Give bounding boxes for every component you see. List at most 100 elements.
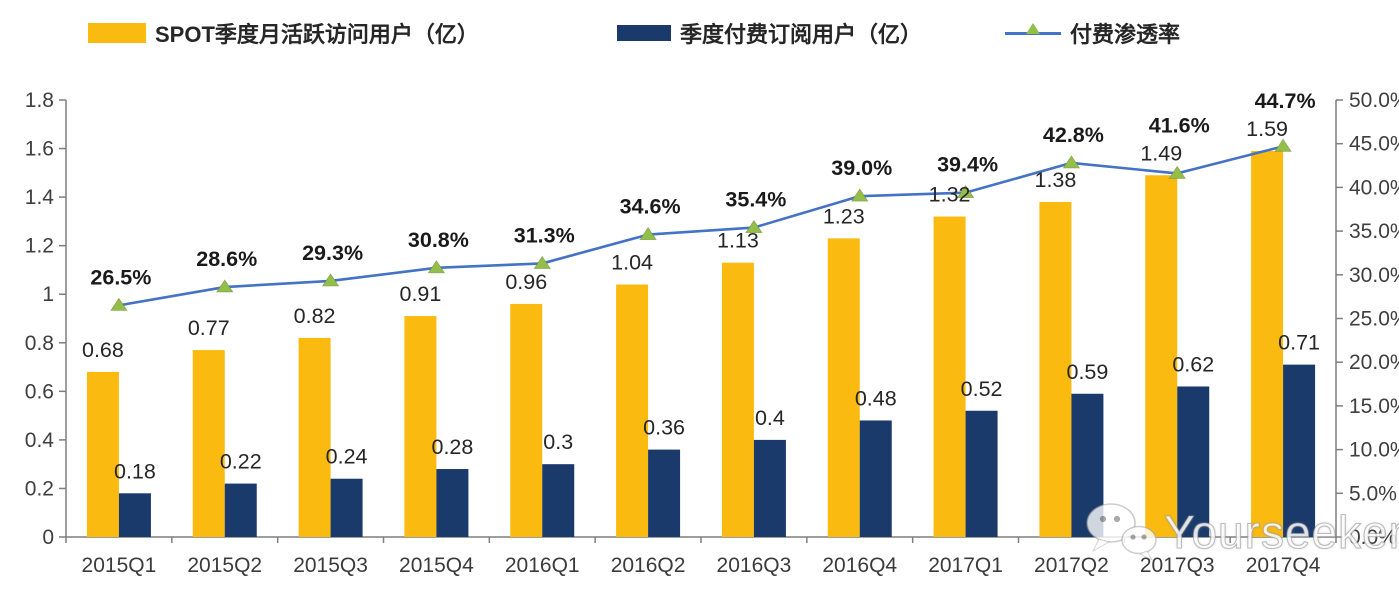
penetration-pct-label: 29.3% — [302, 241, 363, 265]
mau-bar — [1145, 175, 1178, 537]
mau-bar — [404, 316, 437, 537]
subscribers-bar — [965, 410, 998, 537]
subscribers-bar — [1177, 386, 1210, 537]
right-axis-tick-label: 20.0% — [1349, 351, 1399, 374]
subscribers-bar — [224, 483, 257, 537]
triangle-marker — [216, 279, 234, 293]
mau-bar — [1039, 201, 1072, 537]
subscribers-bar — [859, 420, 892, 537]
mau-value-label: 0.77 — [188, 316, 230, 340]
bars-subscribers — [118, 364, 1316, 537]
category-label: 2016Q3 — [717, 554, 792, 577]
triangle-marker — [1274, 138, 1292, 152]
triangle-marker — [110, 297, 128, 311]
mau-bar — [933, 216, 966, 538]
left-axis: 0 0.2 0.4 0.6 0.8 1 1.2 1.4 1.6 1.8 — [25, 89, 66, 549]
mau-value-label: 0.91 — [399, 282, 441, 306]
category-label: 2015Q1 — [82, 554, 157, 577]
category-label: 2016Q4 — [822, 554, 897, 577]
legend-label-mau: SPOT季度月活跃访问用户（亿） — [155, 22, 479, 47]
bar-value-labels: 0.68 0.77 0.82 0.91 0.96 1.04 1.13 1.23 1.32 1.38… — [82, 117, 1320, 483]
legend-label-penetration: 付费渗透率 — [1070, 22, 1181, 47]
mau-value-label: 1.04 — [611, 251, 653, 275]
subscribers-bar — [648, 449, 681, 537]
subscribers-value-label: 0.24 — [326, 445, 368, 469]
right-axis-tick-label: 35.0% — [1349, 220, 1399, 243]
penetration-pct-label: 30.8% — [408, 228, 469, 252]
mau-value-label: 1.59 — [1246, 117, 1288, 141]
legend-item-mau: SPOT季度月活跃访问用户（亿） — [88, 16, 479, 50]
penetration-pct-label: 39.0% — [831, 156, 892, 180]
left-axis-tick-label: 0.2 — [25, 477, 54, 500]
subscribers-bar-swatch-icon — [617, 25, 671, 41]
subscribers-value-label: 0.62 — [1172, 352, 1214, 376]
mau-bar — [192, 350, 225, 537]
left-axis-tick-label: 1 — [42, 283, 54, 306]
triangle-marker — [533, 255, 551, 269]
left-axis-tick-label: 1.6 — [25, 138, 54, 161]
left-axis-tick-label: 0.6 — [25, 380, 54, 403]
right-axis-tick-label: 10.0% — [1349, 439, 1399, 462]
triangle-marker — [321, 273, 340, 287]
penetration-pct-label: 44.7% — [1255, 89, 1316, 113]
left-axis-tick-label: 0.8 — [25, 332, 54, 355]
subscribers-bar — [436, 469, 469, 537]
subscribers-value-label: 0.28 — [431, 435, 473, 459]
category-label: 2017Q1 — [928, 554, 1003, 577]
subscribers-value-label: 0.71 — [1278, 331, 1320, 355]
mau-bar — [86, 371, 119, 537]
mau-bar — [298, 337, 331, 537]
legend-item-subscribers: 季度付费订阅用户（亿） — [617, 16, 922, 50]
mau-bar — [1251, 150, 1284, 537]
mau-value-label: 1.49 — [1140, 141, 1182, 165]
left-axis-tick-label: 1.2 — [25, 235, 54, 258]
right-axis-tick-label: 30.0% — [1349, 264, 1399, 287]
penetration-pct-label: 35.4% — [725, 188, 786, 212]
triangle-marker — [639, 226, 657, 240]
category-label: 2015Q4 — [399, 554, 474, 577]
triangle-marker — [1168, 165, 1186, 179]
category-label: 2016Q2 — [611, 554, 686, 577]
category-label: 2017Q4 — [1246, 554, 1321, 577]
triangle-marker — [851, 188, 869, 202]
right-axis-tick-label: 50.0% — [1349, 89, 1399, 112]
penetration-pct-label: 39.4% — [937, 153, 998, 177]
mau-value-label: 1.32 — [929, 183, 971, 207]
right-axis-tick-label: 45.0% — [1349, 133, 1399, 156]
mau-bar — [827, 238, 860, 537]
subscribers-bar — [542, 464, 575, 537]
subscribers-value-label: 0.59 — [1066, 360, 1108, 384]
mau-value-label: 1.38 — [1034, 168, 1076, 192]
subscribers-value-label: 0.18 — [114, 459, 156, 483]
right-axis-tick-label: 40.0% — [1349, 176, 1399, 199]
triangle-marker — [745, 219, 763, 234]
triangle-marker — [956, 184, 975, 199]
mau-bar — [510, 303, 543, 537]
triangle-marker — [427, 260, 446, 274]
subscribers-value-label: 0.22 — [220, 450, 262, 474]
penetration-pct-label: 41.6% — [1149, 113, 1210, 137]
subscribers-bar — [753, 439, 786, 537]
right-axis-tick-label: 5.0% — [1349, 482, 1397, 505]
x-axis: 2015Q1 2015Q2 2015Q3 2015Q4 2016Q1 2016Q2 2016… — [65, 537, 1337, 577]
penetration-pct-label: 42.8% — [1043, 123, 1104, 147]
right-axis-tick-label: 25.0% — [1349, 308, 1399, 331]
mau-value-label: 0.82 — [294, 304, 336, 328]
left-axis-tick-label: 1.4 — [25, 186, 55, 209]
left-axis-tick-label: 1.8 — [25, 89, 54, 112]
category-label: 2017Q3 — [1140, 554, 1215, 577]
mau-bar — [721, 262, 754, 537]
penetration-line — [118, 145, 1284, 307]
mau-value-label: 1.13 — [717, 229, 759, 253]
legend-label-subscribers: 季度付费订阅用户（亿） — [680, 22, 923, 47]
left-axis-tick-label: 0 — [42, 526, 54, 549]
penetration-pct-label: 26.5% — [90, 265, 151, 289]
penetration-markers — [110, 138, 1292, 311]
penetration-line-swatch-icon — [1005, 22, 1061, 35]
penetration-pct-label: 28.6% — [196, 247, 257, 271]
legend-item-penetration: 付费渗透率 — [1005, 16, 1180, 50]
subscribers-bar — [330, 478, 363, 537]
subscribers-value-label: 0.48 — [855, 386, 897, 410]
